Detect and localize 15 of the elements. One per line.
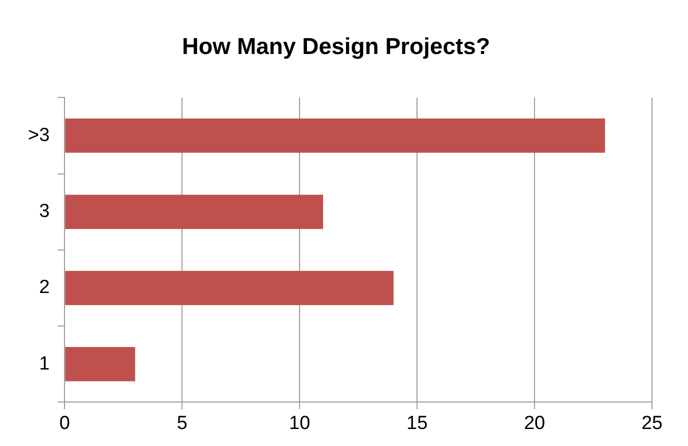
- bar: [65, 194, 324, 229]
- x-tick-label: 10: [289, 412, 310, 434]
- x-tick-label: 0: [59, 412, 70, 434]
- x-tick-label: 20: [524, 412, 546, 434]
- y-tick-label: 2: [39, 277, 50, 298]
- bar: [65, 118, 606, 153]
- x-tick-label: 5: [176, 412, 188, 434]
- y-tick-label: 1: [39, 353, 50, 374]
- bar: [65, 270, 394, 306]
- y-tick-label: >3: [28, 124, 50, 146]
- x-tick-label: 15: [406, 412, 428, 434]
- y-tick-label: 3: [39, 201, 50, 222]
- bar: [65, 346, 136, 382]
- chart-title: How Many Design Projects?: [182, 33, 490, 60]
- x-tick-label: 25: [641, 412, 663, 434]
